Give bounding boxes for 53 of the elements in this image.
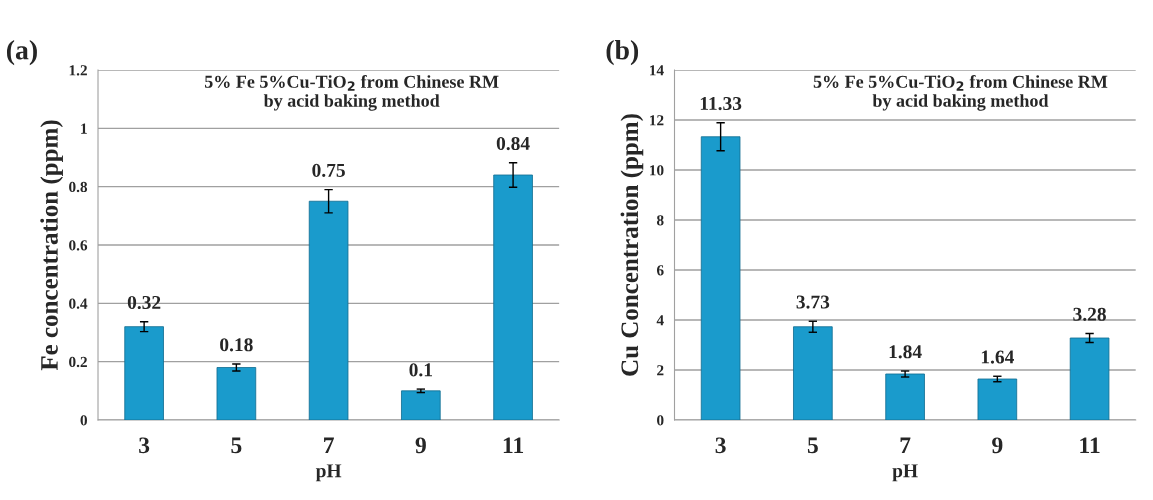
x-tick-label: 7 [324,437,334,454]
data-label: 1.64 [981,350,1014,364]
y-tick-label: 14 [650,65,664,76]
text: (a) [6,40,37,66]
text: (b) [606,40,639,66]
bar [700,136,741,420]
text: 5% Fe 5%Cu-TiO$_{2}$ from Chinese RM by acid baking method [813,74,1108,111]
x-axis-title: pH [892,464,918,482]
data-label: 0.1 [409,363,432,377]
y-tick-label: 4 [656,315,664,326]
bar [977,378,1018,420]
y-tick-label: 0 [80,415,88,426]
y-tick-label: 2 [657,365,664,376]
data-label: 0.84 [496,136,530,151]
data-label: 11.33 [700,96,742,111]
data-label: 0.75 [312,163,345,177]
data-label: 3.73 [796,295,830,309]
y-tick-label: 0.8 [69,181,88,193]
bar [124,326,164,420]
bar [493,174,533,420]
x-tick-label: 11 [503,437,524,454]
x-tick-label: 3 [715,437,726,454]
x-tick-label: 7 [900,437,911,454]
x-axis-title: pH [315,464,342,482]
data-label: 3.28 [1073,307,1106,321]
y-tick-label: 0.2 [69,356,87,368]
x-tick-label: 3 [139,437,150,454]
y-tick-label: 0 [657,415,664,426]
y-axis-title: Cu Concentration (ppm) [620,114,644,376]
bar [885,373,925,420]
bar [793,326,833,420]
x-tick-label: 11 [1080,437,1100,454]
y-tick-label: 8 [656,215,664,226]
bar [401,390,441,420]
bar [308,200,349,420]
data-label: 0.32 [127,295,161,310]
bar [216,367,257,420]
data-label: 0.18 [220,338,253,352]
x-tick-label: 5 [807,437,818,454]
text: 5% Fe 5%Cu-TiO$_{2}$ from Chinese RM by acid baking method [204,74,499,111]
y-tick-label: 1.2 [69,65,87,76]
x-tick-label: 5 [231,437,242,454]
y-tick-label: 12 [650,115,664,126]
x-tick-label: 9 [992,437,1003,454]
y-tick-label: 10 [650,165,664,176]
y-tick-label: 0.6 [69,240,88,251]
bar [1069,337,1110,420]
y-tick-label: 0.4 [69,298,88,309]
y-axis-title: Fe concentration (ppm) [40,120,63,371]
y-tick-label: 6 [656,265,664,276]
x-tick-label: 9 [415,437,426,454]
data-label: 1.84 [889,345,922,359]
y-tick-label: 1 [81,123,87,134]
